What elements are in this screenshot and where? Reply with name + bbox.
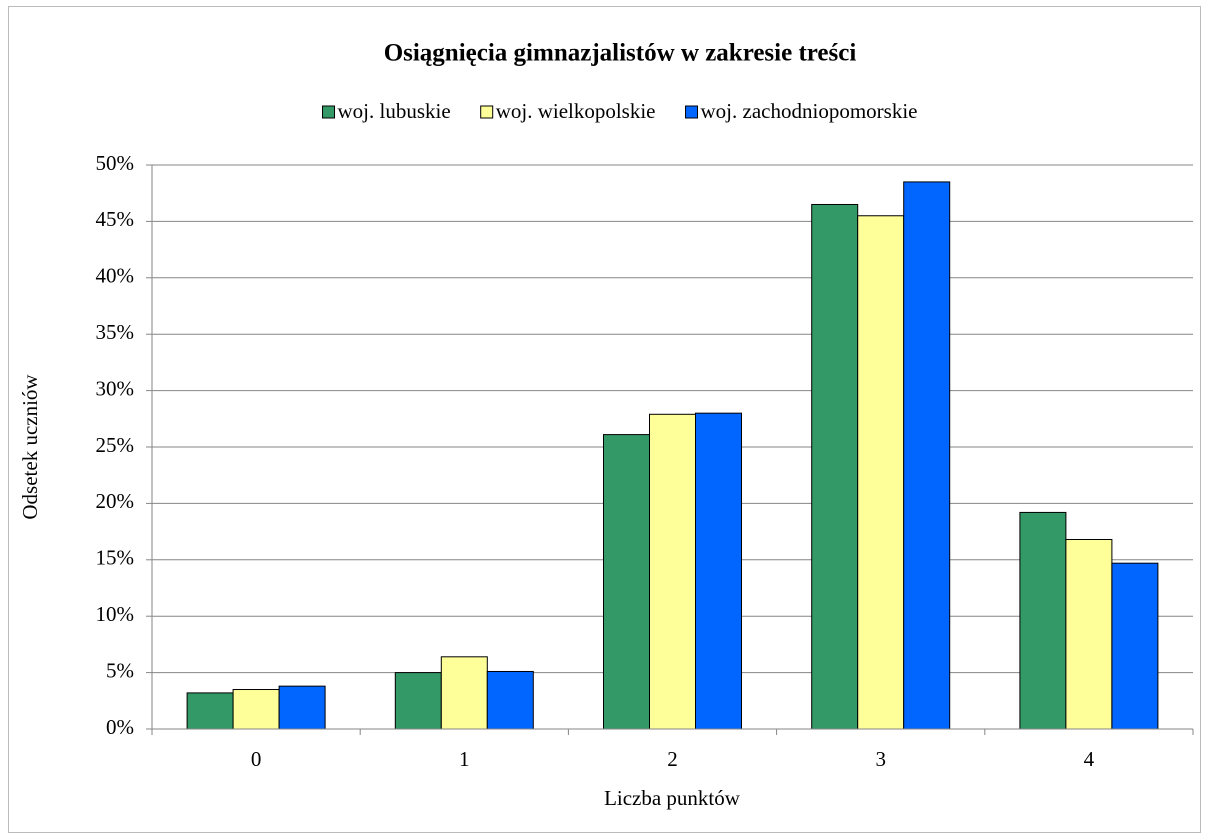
y-tick-label: 50% xyxy=(96,151,135,175)
y-tick-label: 35% xyxy=(96,320,135,344)
legend-label: woj. lubuskie xyxy=(338,99,451,123)
y-tick-label: 15% xyxy=(96,546,135,570)
bar xyxy=(1019,511,1067,730)
y-tick-label: 0% xyxy=(106,715,134,739)
legend-label: woj. wielkopolskie xyxy=(496,99,656,123)
legend-label: woj. zachodniopomorskie xyxy=(701,99,918,123)
bar xyxy=(394,672,442,730)
y-tick-label: 40% xyxy=(96,264,135,288)
y-axis-label: Odsetek uczniów xyxy=(18,374,42,520)
bar xyxy=(903,181,951,730)
legend-swatch xyxy=(685,105,699,119)
legend-swatch xyxy=(480,105,494,119)
y-tick-label: 10% xyxy=(96,602,135,626)
bar xyxy=(278,685,326,730)
y-tick-label: 5% xyxy=(106,658,134,682)
x-tick-label: 3 xyxy=(875,747,886,771)
y-tick-label: 25% xyxy=(96,433,135,457)
bar xyxy=(1111,562,1159,730)
legend-swatch xyxy=(322,105,336,119)
bar xyxy=(649,413,696,730)
bar xyxy=(186,692,234,730)
x-tick-label: 0 xyxy=(251,747,262,771)
bar xyxy=(857,215,905,730)
x-tick-label: 1 xyxy=(459,747,470,771)
bar xyxy=(486,670,534,730)
x-axis-label: Liczba punktów xyxy=(604,786,741,810)
y-tick-label: 45% xyxy=(96,207,135,231)
bar xyxy=(603,434,650,730)
bar xyxy=(232,689,280,730)
y-tick-label: 20% xyxy=(96,489,135,513)
x-tick-label: 2 xyxy=(667,747,678,771)
bar xyxy=(811,203,859,730)
y-tick-label: 30% xyxy=(96,376,135,400)
bar xyxy=(695,412,742,730)
x-tick-label: 4 xyxy=(1084,747,1095,771)
chart-title: Osiągnięcia gimnazjalistów w zakresie tr… xyxy=(384,40,857,67)
bar xyxy=(1065,538,1113,730)
bar xyxy=(440,656,488,730)
